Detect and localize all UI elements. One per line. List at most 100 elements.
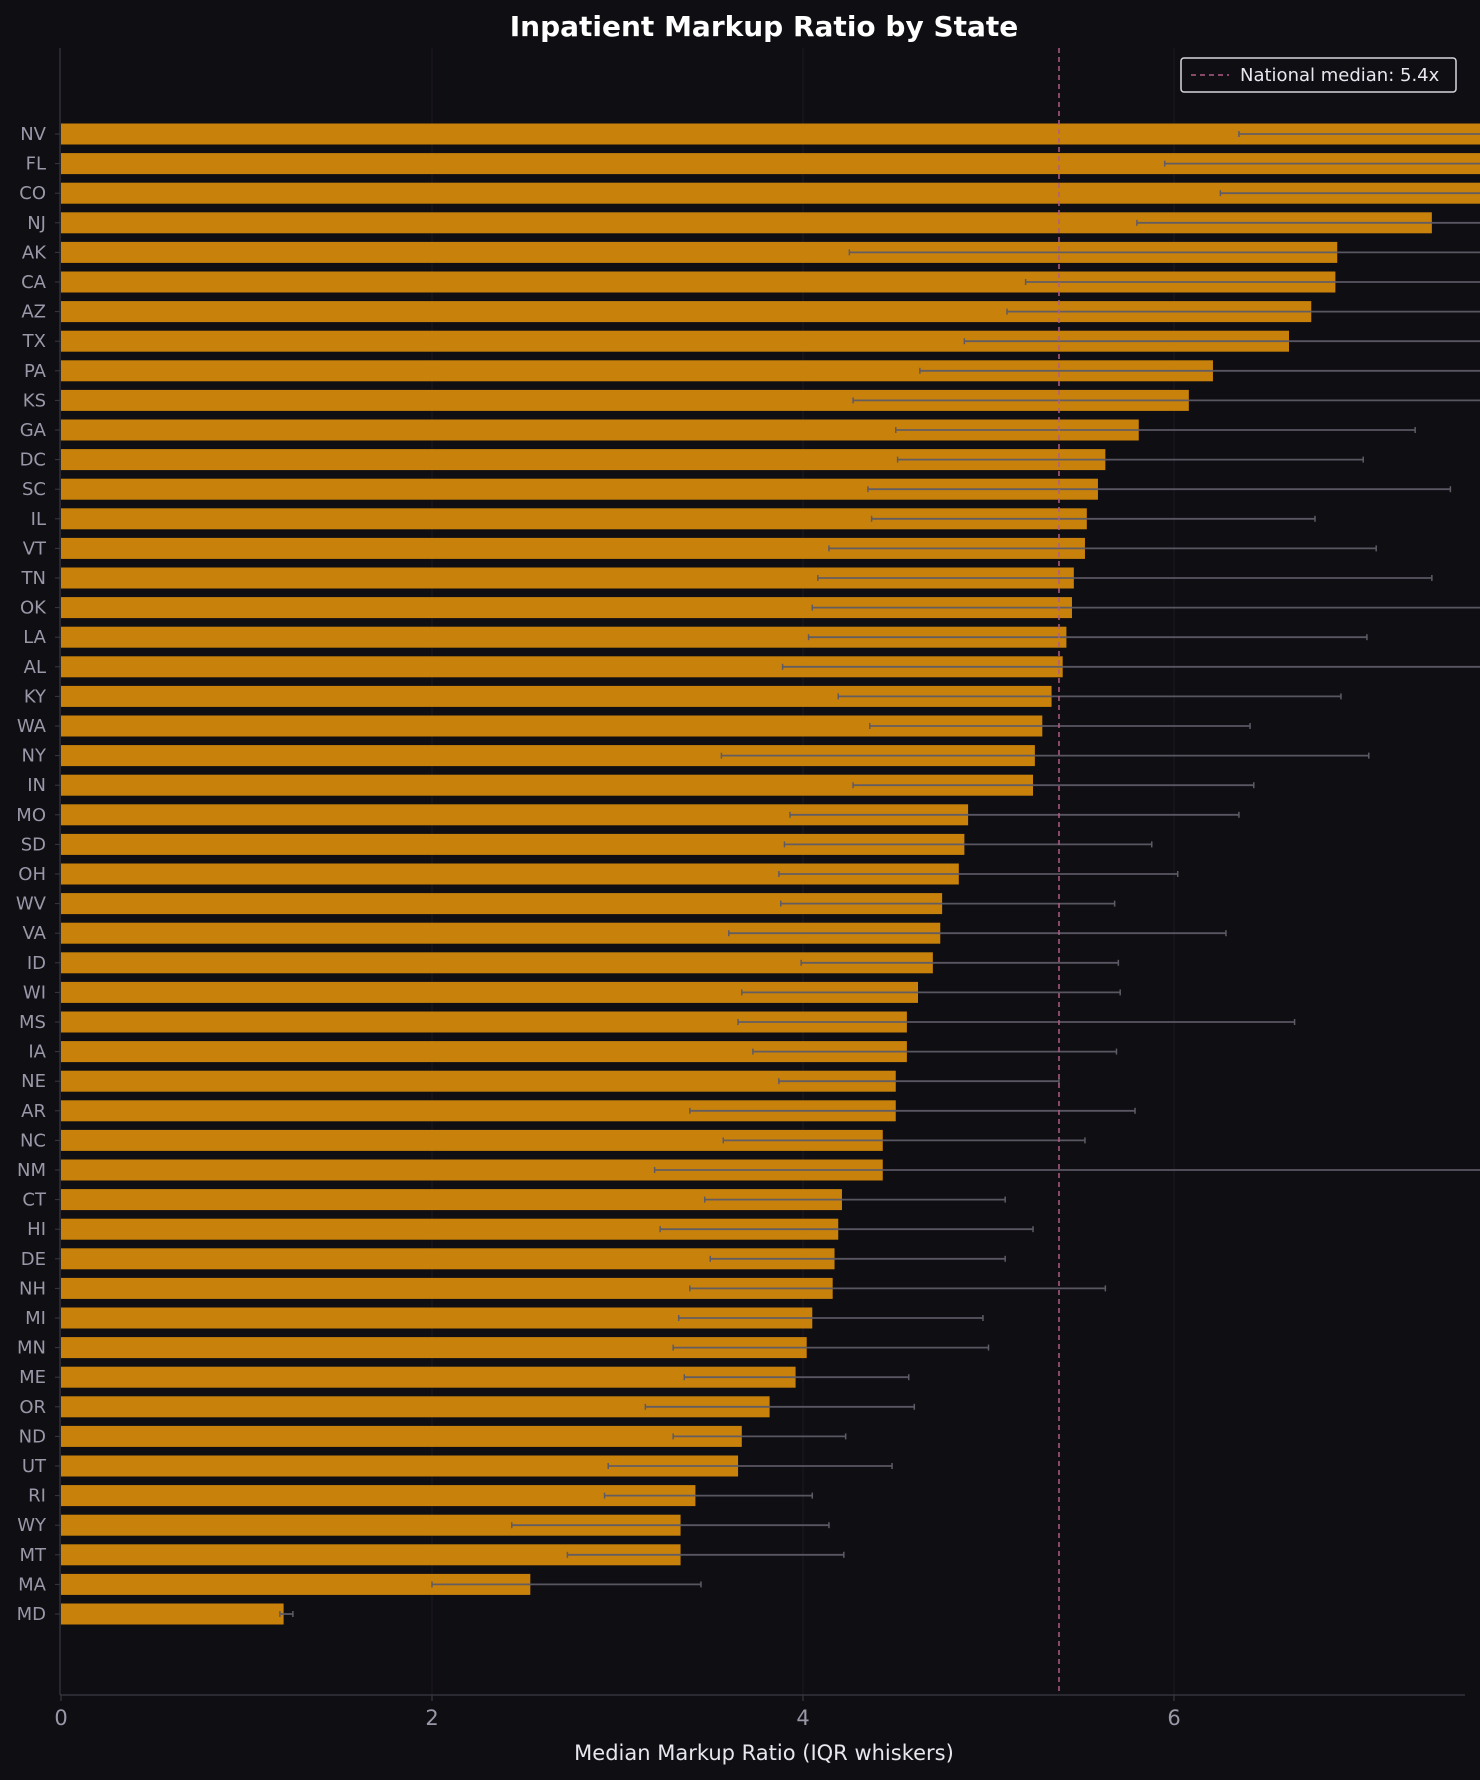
y-tick-label-IA: IA	[28, 1042, 46, 1063]
y-tick-label-SC: SC	[22, 479, 46, 500]
x-tick-label-6: 6	[1167, 1706, 1180, 1730]
legend: National median: 5.4x	[1180, 57, 1457, 93]
bar-UT	[61, 1455, 739, 1477]
bar-WA	[61, 715, 1043, 737]
bar-NH	[61, 1277, 833, 1299]
legend-label: National median: 5.4x	[1240, 65, 1440, 86]
y-tick-label-AZ: AZ	[21, 302, 46, 323]
y-tick-labels: NV FL CO NJ AK CA AZ TX PA KS GA DC SC IL VT TN OK LA AL KY…	[16, 124, 47, 1625]
y-tick-label-MO: MO	[16, 805, 46, 826]
bar-RI	[61, 1485, 696, 1507]
y-tick-label-CO: CO	[19, 183, 46, 204]
y-tick-label-WV: WV	[16, 894, 47, 915]
y-tick-label-CT: CT	[22, 1190, 47, 1211]
y-tick-label-PA: PA	[24, 361, 47, 382]
y-tick-label-NJ: NJ	[27, 213, 46, 234]
bar-OH	[61, 863, 959, 885]
y-tick-label-FL: FL	[26, 154, 46, 175]
y-tick-label-MD: MD	[17, 1604, 46, 1625]
bar-DC	[61, 449, 1106, 471]
bar-NJ	[61, 212, 1432, 234]
y-tick-label-AL: AL	[24, 657, 46, 678]
y-tick-label-NY: NY	[22, 746, 47, 767]
bar-MN	[61, 1337, 807, 1359]
y-tick-label-OH: OH	[18, 864, 46, 885]
y-tick-label-UT: UT	[22, 1456, 47, 1477]
bar-DE	[61, 1248, 835, 1270]
y-tick-label-LA: LA	[23, 627, 46, 648]
y-tick-label-OR: OR	[19, 1397, 46, 1418]
y-tick-label-OK: OK	[20, 598, 47, 619]
bar-TN	[61, 567, 1074, 589]
chart-title: Inpatient Markup Ratio by State	[510, 10, 1019, 43]
bar-ME	[61, 1366, 796, 1388]
bar-PA	[61, 360, 1213, 382]
bar-CT	[61, 1189, 842, 1211]
bar-MA	[61, 1573, 531, 1595]
y-tick-label-WY: WY	[17, 1515, 47, 1536]
bar-SC	[61, 478, 1098, 500]
y-tick-label-GA: GA	[20, 420, 47, 441]
bar-TX	[61, 330, 1290, 352]
bar-MT	[61, 1544, 681, 1566]
bar-WY	[61, 1514, 681, 1536]
bar-VT	[61, 537, 1085, 559]
bar-NM	[61, 1159, 883, 1181]
y-tick-label-KY: KY	[24, 686, 47, 707]
bar-NV	[61, 123, 1480, 145]
bar-NC	[61, 1129, 883, 1151]
y-tick-label-IN: IN	[27, 775, 46, 796]
bar-NE	[61, 1070, 896, 1092]
bar-IN	[61, 774, 1034, 796]
y-tick-label-HI: HI	[27, 1219, 46, 1240]
y-tick-label-MN: MN	[17, 1338, 46, 1359]
y-tick-label-VT: VT	[23, 538, 47, 559]
y-tick-label-MI: MI	[25, 1308, 46, 1329]
x-axis-label: Median Markup Ratio (IQR whiskers)	[574, 1741, 954, 1765]
y-tick-label-RI: RI	[28, 1486, 46, 1507]
x-tick-label-2: 2	[425, 1706, 438, 1730]
bar-WI	[61, 981, 919, 1003]
bar-KS	[61, 389, 1189, 411]
y-tick-label-NE: NE	[21, 1071, 46, 1092]
y-tick-label-ME: ME	[19, 1367, 46, 1388]
y-tick-label-AK: AK	[22, 242, 47, 263]
bar-MD	[61, 1603, 284, 1625]
bar-OR	[61, 1396, 770, 1418]
iqr-whiskers	[279, 131, 1480, 1617]
y-tick-label-TN: TN	[21, 568, 46, 589]
bar-IA	[61, 1041, 907, 1063]
x-tick-labels: 02468101214	[54, 1695, 1181, 1730]
y-tick-label-MS: MS	[19, 1012, 46, 1033]
y-tick-label-NC: NC	[20, 1130, 46, 1151]
y-tick-label-MT: MT	[19, 1545, 47, 1566]
y-tick-label-NV: NV	[20, 124, 46, 145]
bar-WV	[61, 893, 943, 915]
bar-SD	[61, 833, 965, 855]
legend-box	[1180, 57, 1457, 93]
bar-ID	[61, 952, 933, 974]
y-tick-label-ID: ID	[27, 953, 46, 974]
axes	[55, 48, 1465, 1696]
bar-AL	[61, 656, 1063, 678]
x-tick-label-0: 0	[54, 1706, 67, 1730]
bar-MO	[61, 804, 969, 826]
y-tick-label-TX: TX	[22, 331, 46, 352]
y-tick-label-DC: DC	[20, 450, 46, 471]
bar-MS	[61, 1011, 907, 1033]
y-tick-label-MA: MA	[18, 1574, 47, 1595]
bar-IL	[61, 508, 1087, 530]
y-tick-label-AR: AR	[21, 1101, 46, 1122]
bars	[61, 123, 1480, 1625]
y-tick-label-CA: CA	[21, 272, 47, 293]
bar-ND	[61, 1425, 742, 1447]
bar-NY	[61, 745, 1035, 767]
bar-CO	[61, 182, 1480, 204]
bar-VA	[61, 922, 941, 944]
bar-CA	[61, 271, 1336, 293]
y-tick-label-NH: NH	[19, 1278, 46, 1299]
bar-MI	[61, 1307, 813, 1329]
